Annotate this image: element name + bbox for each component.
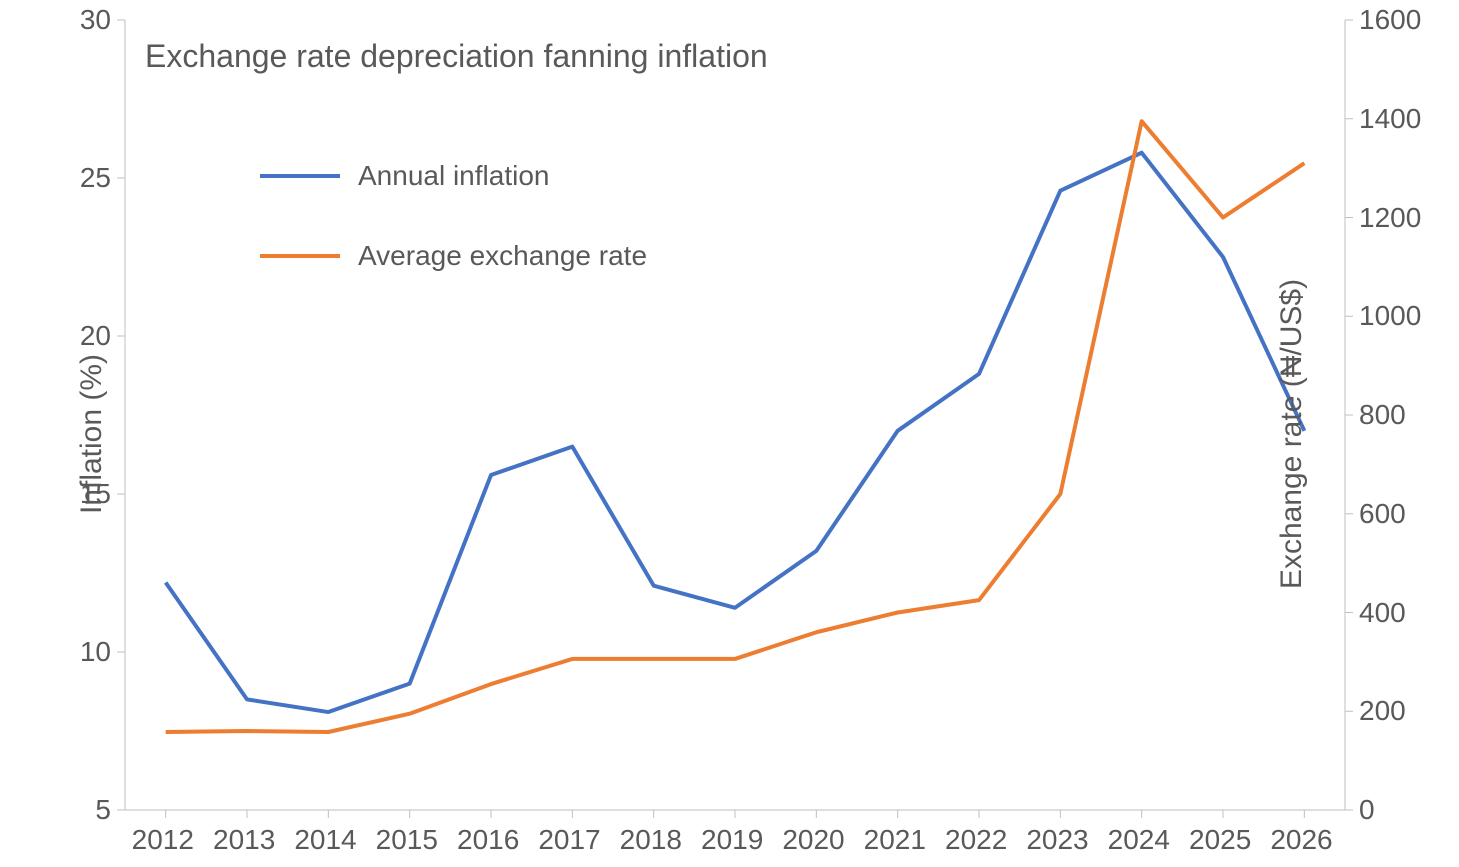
legend-label: Annual inflation bbox=[358, 160, 549, 192]
x-tick-label: 2012 bbox=[132, 824, 194, 856]
x-tick-label: 2019 bbox=[701, 824, 763, 856]
y-right-tick-label: 1200 bbox=[1359, 202, 1421, 234]
y-right-tick-label: 1000 bbox=[1359, 300, 1421, 332]
y-left-tick-label: 5 bbox=[95, 794, 111, 826]
y-left-tick-label: 30 bbox=[80, 4, 111, 36]
legend-swatch bbox=[260, 174, 340, 178]
y-right-tick-label: 1400 bbox=[1359, 103, 1421, 135]
legend-item: Average exchange rate bbox=[260, 240, 647, 272]
y-right-tick-label: 800 bbox=[1359, 399, 1406, 431]
legend-swatch bbox=[260, 254, 340, 258]
x-tick-label: 2016 bbox=[457, 824, 519, 856]
x-tick-label: 2021 bbox=[864, 824, 926, 856]
chart-title: Exchange rate depreciation fanning infla… bbox=[145, 38, 768, 75]
x-tick-label: 2020 bbox=[782, 824, 844, 856]
chart-canvas bbox=[0, 0, 1459, 867]
y-left-tick-label: 10 bbox=[80, 636, 111, 668]
y-right-tick-label: 400 bbox=[1359, 597, 1406, 629]
legend-label: Average exchange rate bbox=[358, 240, 647, 272]
x-tick-label: 2015 bbox=[376, 824, 438, 856]
legend-item: Annual inflation bbox=[260, 160, 647, 192]
chart-legend: Annual inflation Average exchange rate bbox=[260, 160, 647, 320]
y-left-tick-label: 15 bbox=[80, 478, 111, 510]
y-right-tick-label: 600 bbox=[1359, 498, 1406, 530]
x-tick-label: 2024 bbox=[1108, 824, 1170, 856]
dual-axis-line-chart: Inflation (%) Exchange rate (₦/US$) Exch… bbox=[0, 0, 1459, 867]
y-right-axis-label: Exchange rate (₦/US$) bbox=[1275, 278, 1309, 588]
x-tick-label: 2017 bbox=[538, 824, 600, 856]
y-right-tick-label: 1600 bbox=[1359, 4, 1421, 36]
y-right-tick-label: 200 bbox=[1359, 695, 1406, 727]
y-right-tick-label: 0 bbox=[1359, 794, 1375, 826]
x-tick-label: 2025 bbox=[1189, 824, 1251, 856]
y-left-tick-label: 25 bbox=[80, 162, 111, 194]
x-tick-label: 2026 bbox=[1270, 824, 1332, 856]
x-tick-label: 2013 bbox=[213, 824, 275, 856]
x-tick-label: 2014 bbox=[294, 824, 356, 856]
x-tick-label: 2023 bbox=[1026, 824, 1088, 856]
y-left-tick-label: 20 bbox=[80, 320, 111, 352]
x-tick-label: 2018 bbox=[620, 824, 682, 856]
x-tick-label: 2022 bbox=[945, 824, 1007, 856]
